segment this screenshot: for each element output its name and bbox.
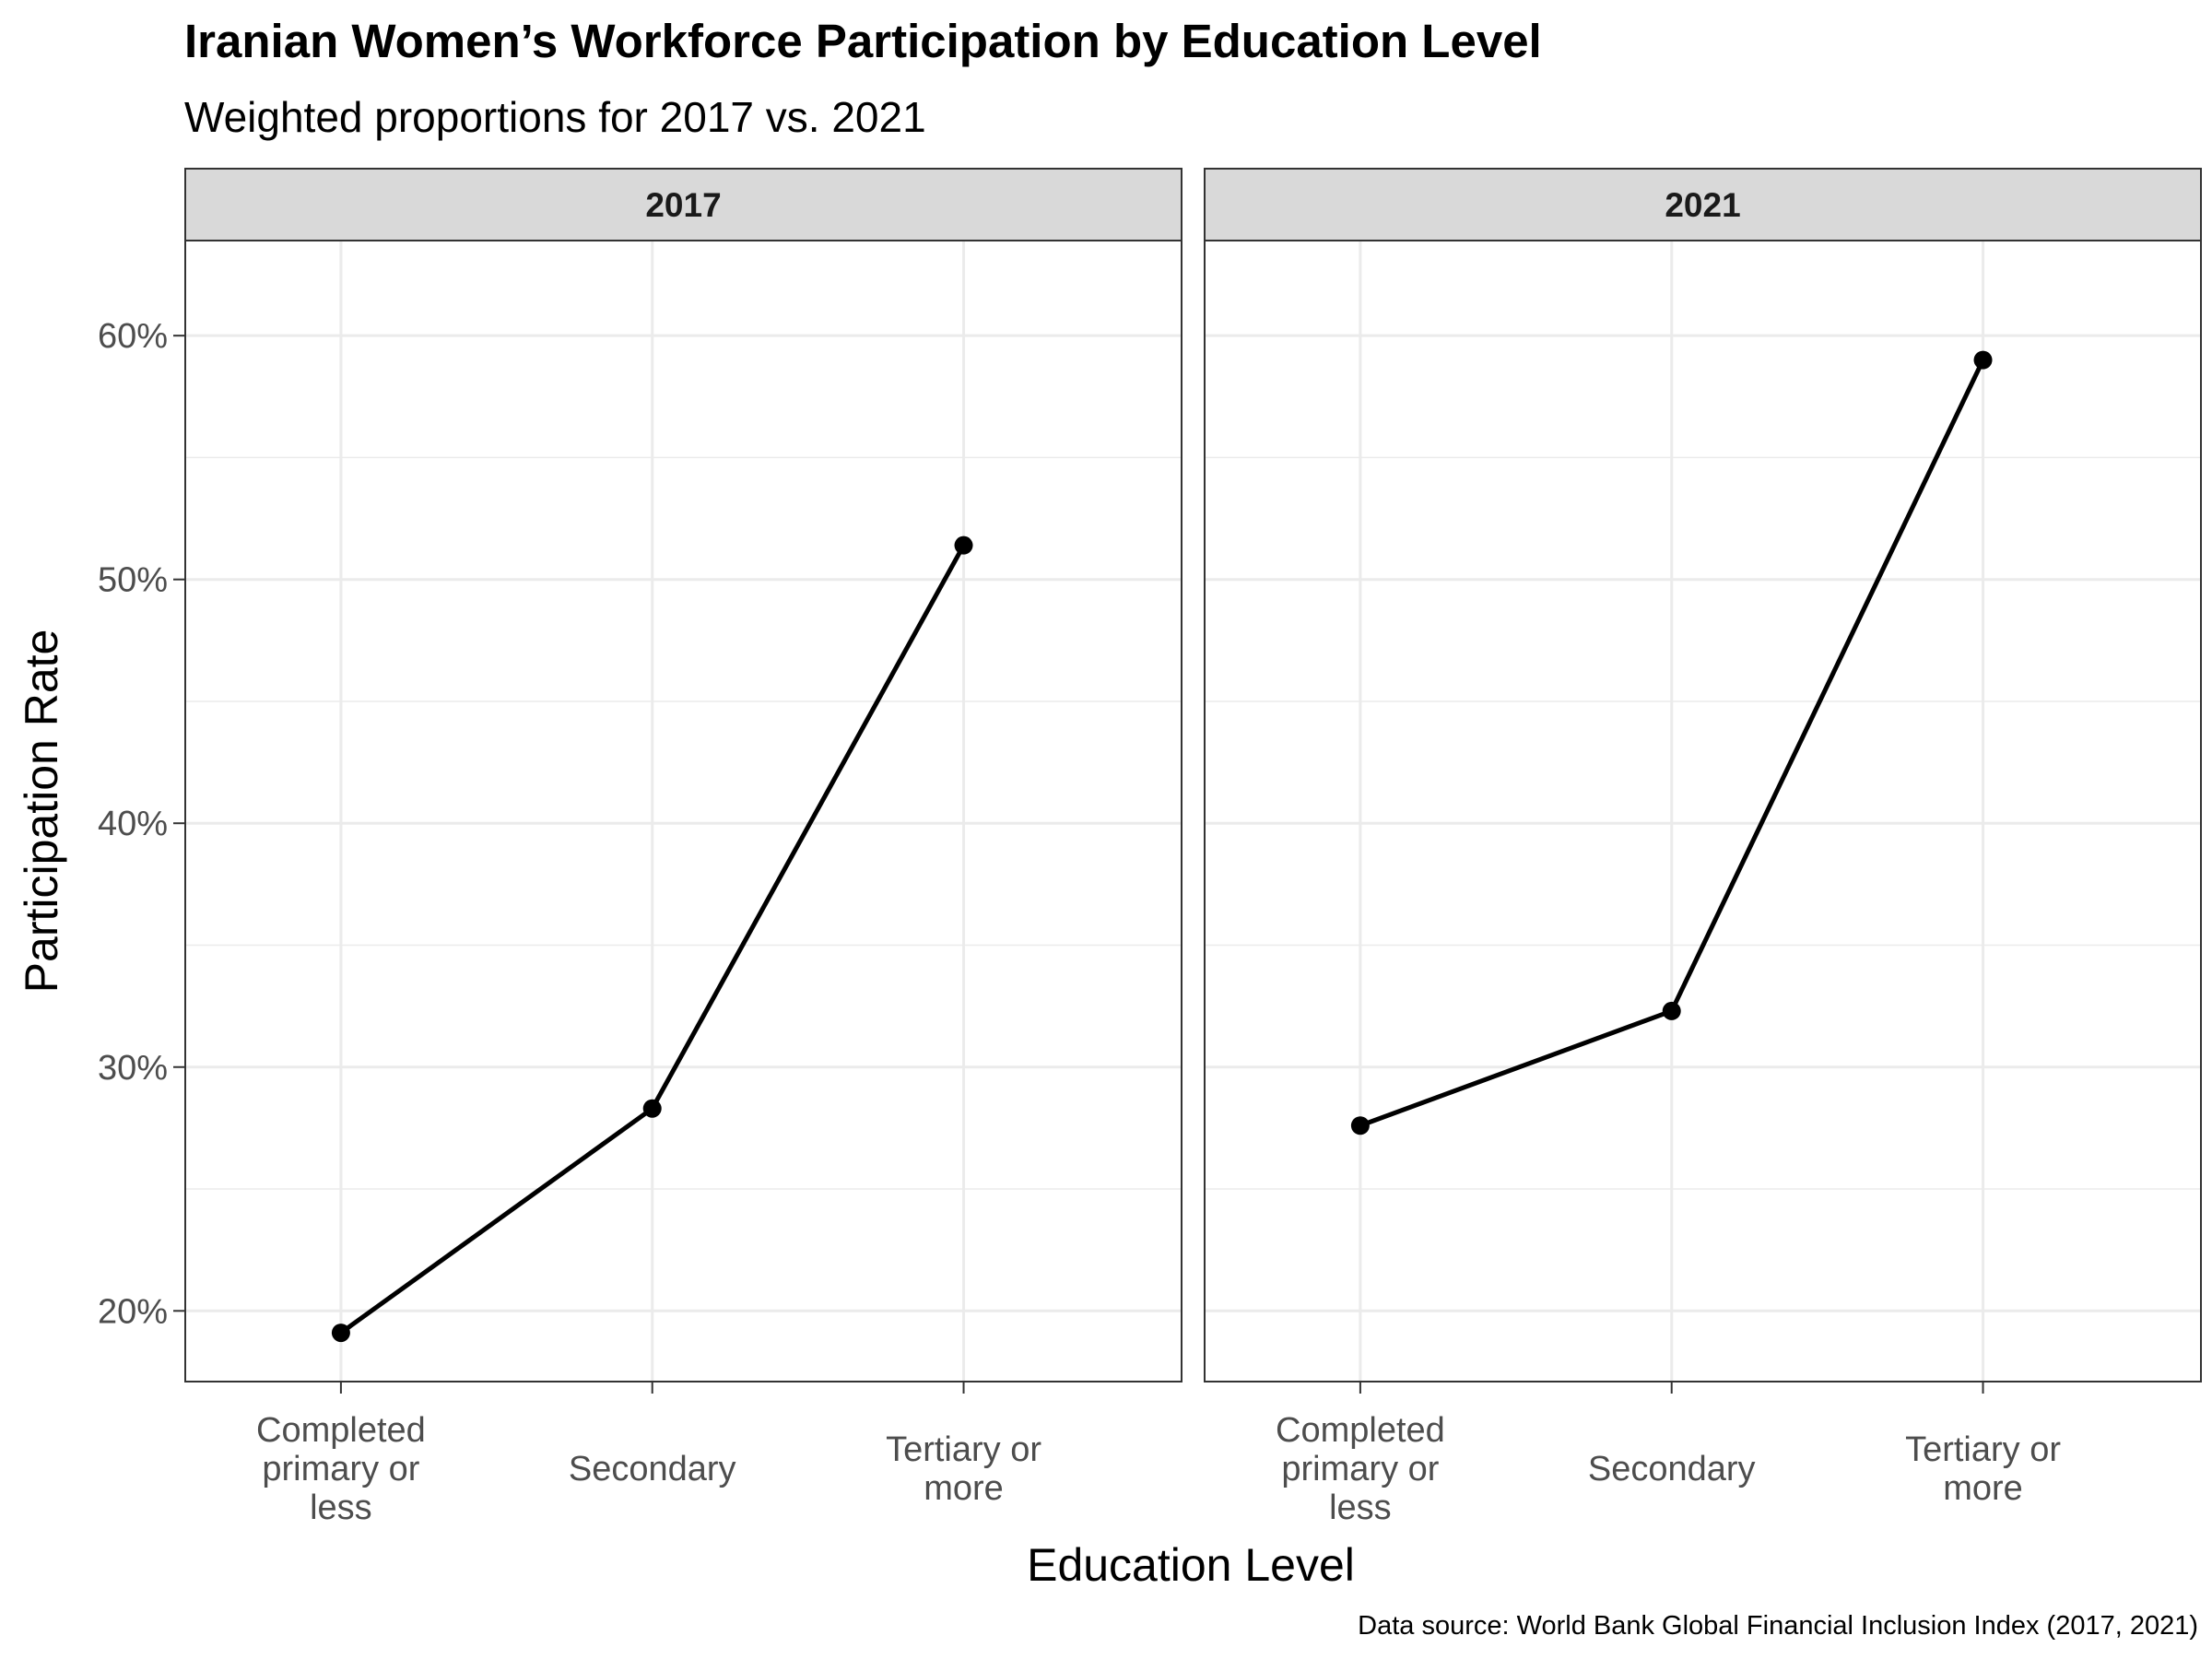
facet-strip-label: 2017 [645, 186, 721, 224]
y-tick-label: 60% [98, 317, 168, 356]
facet-strip [1204, 168, 2202, 241]
data-point [1973, 350, 1993, 370]
x-axis-title: Education Level [1027, 1539, 1355, 1591]
plot-background [1205, 241, 2201, 1382]
data-point [1350, 1116, 1370, 1135]
panel-border [184, 240, 1182, 1382]
x-tick-label: more [1943, 1469, 2023, 1508]
caption: Data source: World Bank Global Financial… [1358, 1611, 2198, 1641]
x-tick-label: Completed [256, 1411, 426, 1450]
data-point [954, 535, 973, 555]
x-tick-label: Secondary [1588, 1450, 1756, 1488]
x-tick-label: primary or [262, 1450, 419, 1488]
x-tick-label: less [1329, 1488, 1392, 1527]
plot-background [185, 241, 1182, 1382]
y-tick-label: 40% [98, 805, 168, 843]
data-point [1662, 1001, 1681, 1020]
x-tick-label: primary or [1281, 1450, 1439, 1488]
y-tick-label: 30% [98, 1049, 168, 1088]
x-tick-label: less [310, 1488, 372, 1527]
x-tick-label: Secondary [569, 1450, 736, 1488]
y-axis-title: Participation Rate [16, 629, 67, 994]
x-tick-label: Completed [1276, 1411, 1445, 1450]
x-tick-label: Tertiary or [1905, 1430, 2061, 1469]
panel-border [1204, 240, 2202, 1382]
y-tick-label: 20% [98, 1292, 168, 1331]
chart-title: Iranian Women’s Workforce Participation … [184, 15, 1542, 67]
y-tick-label: 50% [98, 561, 168, 600]
data-point [331, 1324, 350, 1343]
x-tick-label: Tertiary or [886, 1430, 1041, 1469]
y-axis: 20% 30% 40% 50% 60% [98, 317, 185, 1331]
x-tick-label: more [924, 1469, 1004, 1508]
facet-strip [184, 168, 1182, 241]
facet-strip-label: 2021 [1665, 186, 1740, 224]
data-point [642, 1099, 662, 1118]
chart-subtitle: Weighted proportions for 2017 vs. 2021 [184, 93, 926, 141]
